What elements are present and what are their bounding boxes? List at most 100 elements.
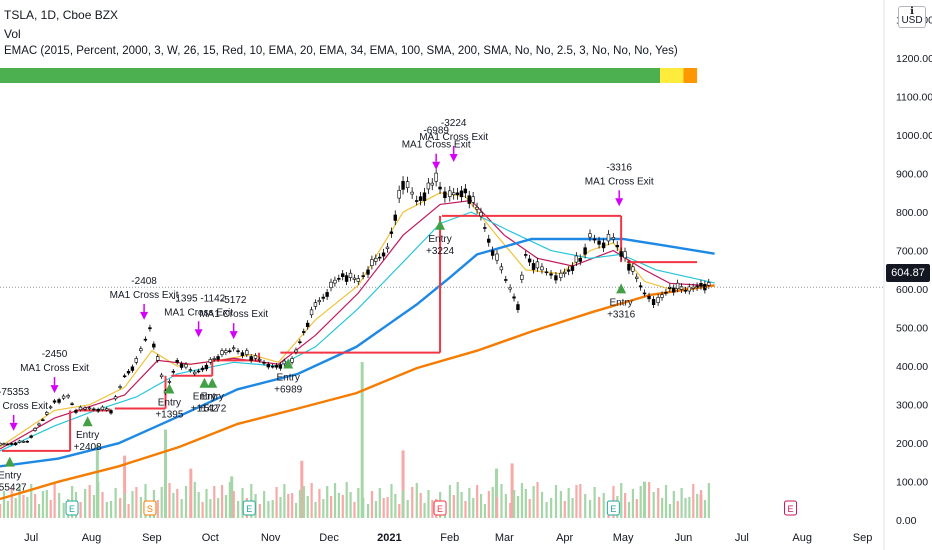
candle-body (638, 285, 643, 288)
candle-body (156, 356, 160, 361)
exit-arrow-icon (449, 154, 458, 162)
candle-body (134, 358, 138, 363)
exit-pnl: -6989 (423, 126, 449, 137)
volume-bar (271, 500, 274, 518)
candle-body (100, 406, 105, 410)
candle-body (574, 255, 579, 263)
volume-bar (41, 491, 45, 518)
volume-bar (88, 485, 91, 518)
candle-body (139, 348, 143, 352)
candle-body (143, 338, 148, 341)
candle-body (422, 192, 427, 201)
candle-body (370, 259, 374, 266)
candle-body (664, 292, 668, 294)
x-tick-label: Mar (495, 532, 514, 544)
volume-bar (18, 485, 21, 518)
candle-body (642, 292, 647, 295)
currency-selector[interactable]: ℹ USD (898, 6, 926, 28)
candle-body (344, 275, 349, 282)
volume-bar (310, 483, 313, 518)
candle-body (393, 214, 397, 221)
volume-bar (213, 486, 216, 518)
volume-bar (652, 492, 655, 518)
volume-bar (504, 494, 507, 518)
volume-bar (228, 482, 231, 518)
volume-bar (26, 497, 29, 518)
volume-bar (353, 502, 356, 518)
x-tick-label: Apr (556, 532, 573, 544)
volume-bar (374, 501, 377, 518)
volume-bar (294, 503, 298, 518)
event-marker (143, 500, 157, 516)
x-tick-label: 2021 (377, 532, 401, 544)
x-tick-label: Jul (24, 532, 38, 544)
candle-body (29, 435, 33, 438)
candle-body (25, 440, 29, 443)
volume-bar (197, 492, 200, 518)
volume-bar (34, 494, 37, 518)
y-tick-label: 300.00 (896, 400, 928, 412)
candle-body (57, 399, 61, 403)
candle-body (635, 276, 639, 279)
volume-bar (230, 476, 234, 518)
candle-body (467, 195, 471, 204)
event-marker-letter: S (147, 504, 153, 514)
volume-bar (460, 492, 463, 518)
candle-body (340, 273, 345, 277)
volume-bar (627, 502, 631, 518)
volume-bar (491, 487, 494, 518)
volume-bar (84, 489, 87, 518)
y-tick-label: 1200.00 (896, 53, 932, 65)
volume-bar (318, 489, 321, 518)
volume-bar (487, 491, 490, 518)
volume-bar (224, 495, 228, 518)
volume-bar (554, 485, 558, 518)
volume-bar (378, 488, 381, 518)
candle-body (381, 252, 386, 257)
volume-bar (357, 488, 360, 518)
event-marker-letter: E (610, 504, 616, 514)
candle-body (240, 352, 245, 356)
volume-bar (237, 501, 240, 518)
candle-body (544, 271, 549, 274)
candle-body (6, 443, 10, 446)
candle-body (675, 282, 680, 290)
volume-bar (696, 494, 699, 518)
y-tick-label: 200.00 (896, 438, 928, 450)
volume-bar (337, 493, 341, 518)
entry-pnl: +3224 (426, 246, 455, 257)
candle-body (66, 395, 70, 398)
volume-bar (598, 497, 601, 518)
candle-body (707, 282, 711, 286)
volume-bar (131, 491, 134, 518)
candle-body (606, 233, 611, 242)
candle-body (83, 407, 87, 410)
candle-body (356, 278, 360, 282)
candle-body (527, 258, 532, 263)
volume-bar (172, 493, 175, 518)
volume-bar (411, 487, 414, 518)
y-tick-label: 700.00 (896, 246, 928, 258)
candle-body (570, 265, 575, 271)
volume-bar (322, 499, 325, 518)
candle-body (208, 359, 212, 363)
volume-bar (550, 498, 553, 518)
volume-bar (123, 455, 127, 518)
volume-bar (168, 483, 171, 518)
volume-bar (495, 468, 499, 518)
volume-bar (127, 504, 130, 518)
entry-label: Entry (428, 234, 451, 245)
volume-bar (263, 491, 266, 518)
event-marker-letter: E (788, 504, 794, 514)
candle-body (109, 410, 113, 414)
candle-body (122, 375, 127, 378)
event-marker-letter: E (69, 504, 75, 514)
volume-bar (584, 494, 587, 518)
candle-body (184, 364, 188, 368)
x-tick-label: Aug (82, 532, 102, 544)
candle-body (578, 257, 582, 262)
volume-bar (401, 450, 405, 518)
candle-body (623, 251, 627, 259)
candle-body (405, 181, 410, 188)
